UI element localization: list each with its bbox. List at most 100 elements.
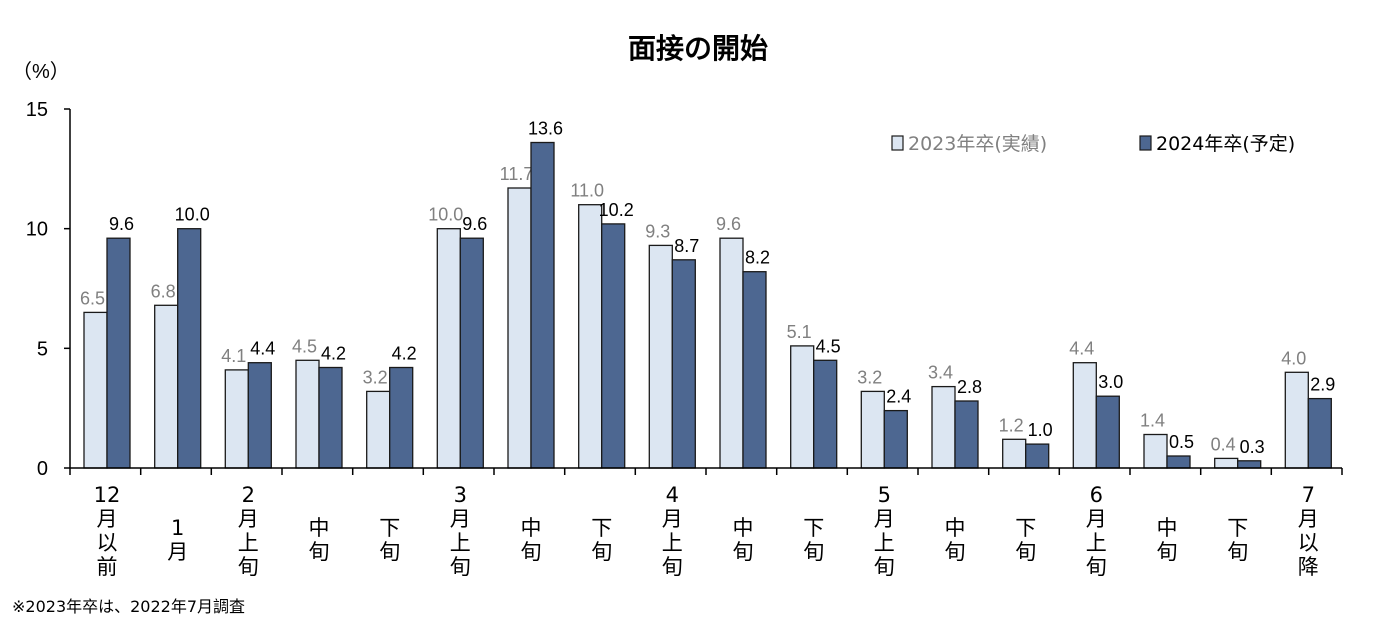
x-category-label: 下旬 bbox=[1227, 516, 1248, 564]
bar-series-1 bbox=[224, 369, 249, 469]
bar-series-2 bbox=[601, 223, 626, 469]
data-label-series-1: 3.4 bbox=[928, 363, 953, 383]
bar-series-1 bbox=[366, 390, 391, 469]
bar-series-2 bbox=[106, 237, 131, 469]
legend-label-series-2: 2024年卒(予定) bbox=[1156, 133, 1295, 155]
x-category-label: 7 月以降 bbox=[1298, 483, 1319, 579]
legend-label-series-1: 2023年卒(実績) bbox=[908, 133, 1047, 155]
data-label-series-1: 1.4 bbox=[1140, 411, 1165, 431]
data-label-series-2: 8.2 bbox=[745, 248, 770, 268]
bar-series-1 bbox=[83, 311, 108, 469]
bar-series-2 bbox=[1025, 443, 1050, 469]
bar-series-2 bbox=[530, 141, 555, 469]
chart-title: 面接の開始 bbox=[628, 32, 768, 65]
x-category-label: 5 月上旬 bbox=[874, 483, 895, 579]
data-label-series-1: 4.1 bbox=[221, 346, 246, 366]
bar-series-1 bbox=[719, 237, 744, 469]
bar-series-1 bbox=[1284, 371, 1309, 469]
bar-series-2 bbox=[1166, 455, 1191, 469]
x-category-label: 中旬 bbox=[309, 516, 330, 564]
x-category-label: 3 月上旬 bbox=[450, 483, 471, 579]
data-label-series-2: 4.2 bbox=[392, 344, 417, 364]
bar-series-1 bbox=[1143, 433, 1168, 469]
data-label-series-2: 0.5 bbox=[1169, 432, 1194, 452]
data-label-series-2: 10.0 bbox=[175, 205, 210, 225]
x-category-label: 中旬 bbox=[1157, 516, 1178, 564]
data-label-series-1: 3.2 bbox=[363, 367, 388, 387]
legend: 2023年卒(実績) 2024年卒(予定) bbox=[891, 133, 1295, 155]
bar-series-2 bbox=[389, 366, 414, 469]
x-category-label: 下旬 bbox=[1015, 516, 1036, 564]
bar-series-2 bbox=[318, 366, 343, 469]
data-label-series-2: 4.4 bbox=[250, 339, 275, 359]
x-category-label: 中旬 bbox=[521, 516, 542, 564]
bar-series-1 bbox=[1072, 362, 1097, 469]
bar-series-1 bbox=[436, 228, 461, 469]
data-label-series-1: 1.2 bbox=[999, 415, 1024, 435]
x-category-label: 6 月上旬 bbox=[1086, 483, 1107, 579]
data-label-series-2: 2.9 bbox=[1310, 375, 1335, 395]
bar-series-2 bbox=[177, 228, 202, 469]
bar-series-1 bbox=[860, 390, 885, 469]
bar-series-2 bbox=[1237, 460, 1262, 469]
bar-series-2 bbox=[671, 259, 696, 469]
data-label-series-1: 3.2 bbox=[857, 367, 882, 387]
bar-series-2 bbox=[1307, 397, 1332, 469]
bar-series-2 bbox=[247, 362, 272, 469]
data-label-series-2: 10.2 bbox=[599, 200, 634, 220]
data-label-series-2: 0.3 bbox=[1240, 437, 1265, 457]
footnote: ※2023年卒は、2022年7月調査 bbox=[12, 597, 245, 616]
legend-swatch-series-1 bbox=[891, 135, 904, 151]
data-label-series-2: 2.4 bbox=[886, 387, 911, 407]
bar-series-1 bbox=[648, 244, 673, 469]
y-tick-label: 0 bbox=[37, 458, 48, 480]
y-tick-label: 10 bbox=[26, 219, 48, 241]
x-category-label: 下旬 bbox=[379, 516, 400, 564]
data-label-series-2: 4.5 bbox=[816, 336, 841, 356]
data-label-series-1: 9.3 bbox=[645, 221, 670, 241]
bar-series-1 bbox=[507, 187, 532, 469]
bar-series-1 bbox=[154, 304, 179, 469]
data-label-series-1: 9.6 bbox=[716, 214, 741, 234]
bar-series-1 bbox=[790, 345, 815, 469]
data-label-series-2: 2.8 bbox=[957, 377, 982, 397]
data-label-series-2: 8.7 bbox=[674, 236, 699, 256]
data-label-series-1: 4.5 bbox=[292, 336, 317, 356]
bar-series-1 bbox=[295, 359, 320, 469]
data-label-series-2: 4.2 bbox=[321, 344, 346, 364]
data-label-series-2: 13.6 bbox=[528, 119, 563, 139]
bar-series-1 bbox=[578, 204, 603, 469]
data-label-series-1: 4.4 bbox=[1069, 339, 1094, 359]
bar-series-2 bbox=[813, 359, 838, 469]
plot-area: 0 5 10 15 6.5 6.8 4.1 4.5 3.2 10.0 11.7 11.0 9.3 9.6 5… bbox=[26, 99, 1343, 579]
data-label-series-1: 10.0 bbox=[428, 205, 463, 225]
y-tick-label: 5 bbox=[37, 338, 48, 360]
data-label-series-1: 5.1 bbox=[787, 322, 812, 342]
data-label-series-2: 3.0 bbox=[1098, 372, 1123, 392]
bar-series-2 bbox=[459, 237, 484, 469]
data-label-series-1: 6.5 bbox=[80, 288, 105, 308]
data-label-series-1: 11.7 bbox=[500, 164, 534, 184]
x-category-label: 下旬 bbox=[591, 516, 612, 564]
bar-series-2 bbox=[1095, 395, 1120, 469]
bar-series-1 bbox=[931, 385, 956, 469]
bar-series-2 bbox=[954, 400, 979, 469]
data-label-series-1: 4.0 bbox=[1281, 348, 1306, 368]
y-tick-label: 15 bbox=[26, 99, 48, 121]
x-category-label: 中旬 bbox=[945, 516, 966, 564]
bar-series-2 bbox=[742, 271, 767, 469]
data-label-series-1: 6.8 bbox=[151, 281, 176, 301]
data-label-series-2: 9.6 bbox=[109, 214, 134, 234]
data-label-series-2: 1.0 bbox=[1028, 420, 1053, 440]
x-category-label: 2 月上旬 bbox=[238, 483, 259, 579]
bar-series-2 bbox=[883, 409, 908, 469]
data-label-series-2: 9.6 bbox=[462, 214, 487, 234]
data-label-series-1: 11.0 bbox=[570, 181, 604, 201]
y-axis-unit: （%） bbox=[12, 60, 70, 83]
x-category-label: 中旬 bbox=[733, 516, 754, 564]
legend-swatch-series-2 bbox=[1139, 135, 1152, 151]
x-category-label: 下旬 bbox=[803, 516, 824, 564]
x-category-label: 12 月以前 bbox=[94, 483, 121, 579]
